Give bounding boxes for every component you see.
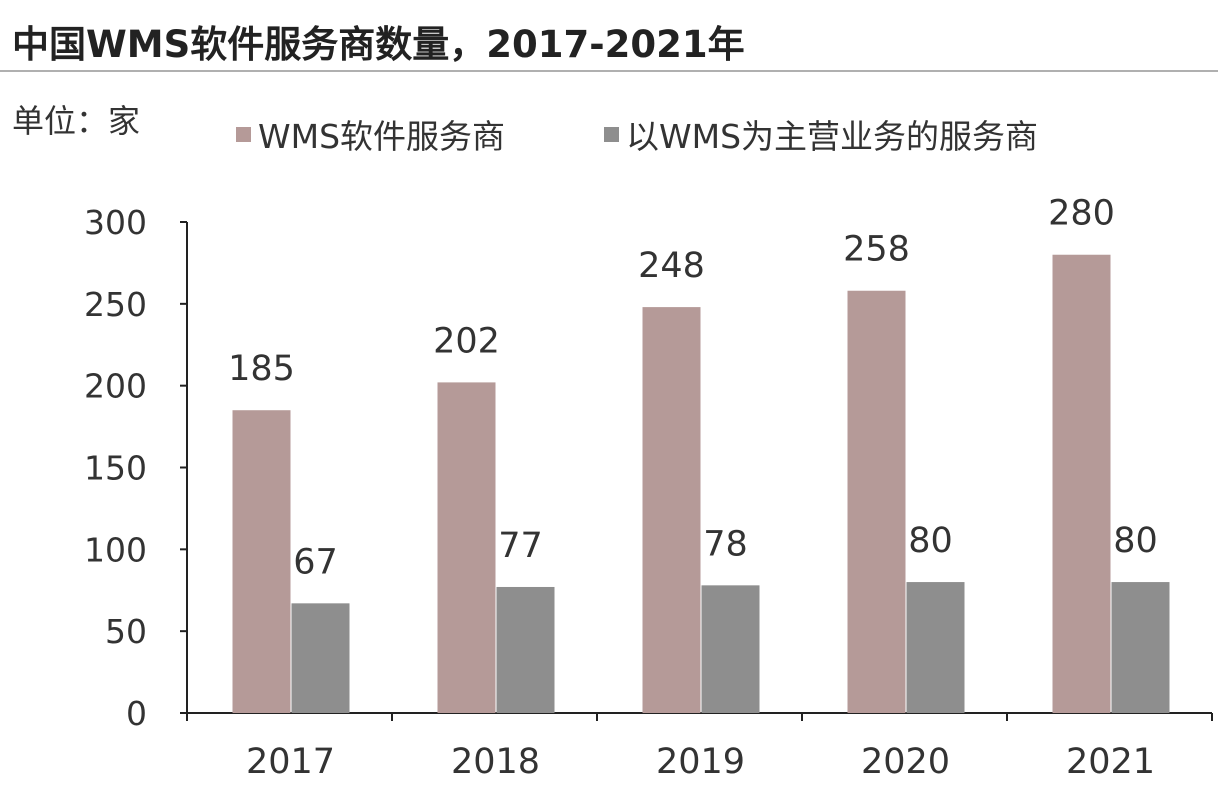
legend-swatch: [236, 127, 251, 142]
bar-pink: [642, 307, 701, 713]
x-tick-label: 2018: [451, 742, 540, 782]
data-label: 80: [908, 521, 953, 561]
chart-title: 中国WMS软件服务商数量，2017-2021年: [12, 23, 745, 66]
unit-label: 单位：家: [12, 102, 141, 140]
data-label: 67: [293, 542, 338, 582]
y-tick-label: 150: [84, 449, 147, 488]
x-tick-label: 2017: [246, 742, 335, 782]
bar-pink: [847, 290, 906, 713]
data-label: 280: [1048, 194, 1115, 234]
x-tick-label: 2020: [861, 742, 950, 782]
legend-swatch: [604, 127, 619, 142]
bar-gray: [701, 585, 760, 713]
data-label: 77: [498, 526, 543, 566]
y-tick-label: 100: [84, 530, 147, 569]
y-tick-label: 0: [126, 694, 147, 733]
bar-gray: [1111, 582, 1170, 713]
data-label: 248: [638, 246, 705, 286]
bar-pink: [1052, 254, 1111, 713]
y-tick-label: 200: [84, 367, 147, 406]
legend-label: WMS软件服务商: [258, 117, 505, 156]
y-tick-label: 50: [105, 612, 147, 651]
y-tick-label: 300: [84, 203, 147, 242]
y-tick-label: 250: [84, 285, 147, 324]
data-label: 80: [1113, 521, 1158, 561]
x-tick-label: 2019: [656, 742, 745, 782]
legend-label: 以WMS为主营业务的服务商: [626, 117, 1038, 156]
title-divider: [0, 70, 1218, 72]
bar-pink: [437, 382, 496, 713]
x-tick-label: 2021: [1066, 742, 1155, 782]
data-label: 202: [433, 321, 500, 361]
data-label: 258: [843, 230, 910, 270]
bar-gray: [496, 586, 555, 713]
bar-pink: [232, 410, 291, 713]
data-label: 185: [228, 349, 295, 389]
bar-gray: [906, 582, 965, 713]
bar-gray: [291, 603, 350, 713]
data-label: 78: [703, 524, 748, 564]
